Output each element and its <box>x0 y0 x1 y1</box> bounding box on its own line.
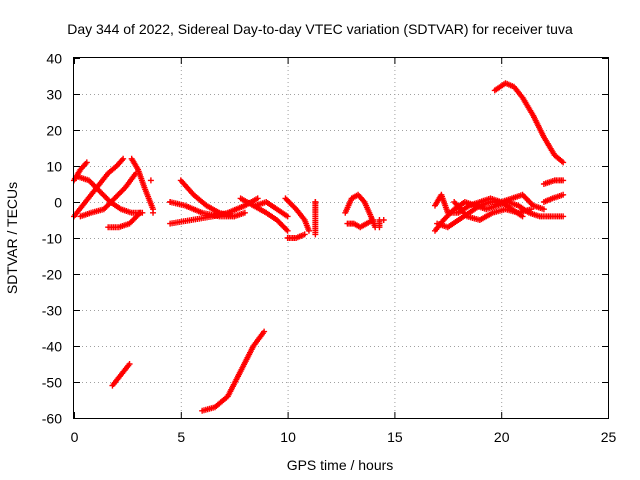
series-track-arc-18 <box>344 217 377 231</box>
data-point <box>150 209 157 216</box>
x-tick-label: 10 <box>280 429 296 445</box>
series-track-arc-11 <box>237 195 291 234</box>
series-track-arc-23 <box>451 199 535 223</box>
data-point <box>560 191 567 198</box>
data-point <box>83 159 90 166</box>
y-tick-label: 20 <box>46 123 62 139</box>
y-tick-label: -30 <box>42 303 62 319</box>
data-point <box>380 217 387 223</box>
data-point <box>305 227 312 234</box>
data-point <box>560 177 567 184</box>
data-point <box>560 159 567 166</box>
data-point <box>167 199 174 205</box>
series-track-arc-5 <box>105 209 144 231</box>
series-track-arc-6 <box>128 155 157 213</box>
x-tick-label: 5 <box>177 429 185 445</box>
data-point <box>301 231 308 238</box>
chart-title: Day 344 of 2022, Sidereal Day-to-day VTE… <box>67 21 573 37</box>
series-track-arc-22 <box>431 191 547 216</box>
series-track-arc-24 <box>540 177 567 187</box>
series-track-arc-13 <box>199 328 268 414</box>
x-tick-label: 0 <box>71 429 79 445</box>
data-point <box>560 213 567 220</box>
y-tick-label: 0 <box>54 195 62 211</box>
data-point <box>528 206 535 213</box>
y-tick-label: -60 <box>42 411 62 427</box>
y-tick-label: 10 <box>46 159 62 175</box>
data-point <box>147 177 154 184</box>
isolated-points <box>147 177 387 223</box>
axis-ticks <box>74 58 609 419</box>
grid <box>74 58 608 418</box>
y-tick-label: 40 <box>46 51 62 67</box>
x-tick-label: 25 <box>601 429 617 445</box>
x-tick-label: 20 <box>494 429 510 445</box>
tick-labels: 0 5 10 15 20 25 40 30 20 10 0 -10 -20 -30 -40 -50 -60 <box>42 51 617 446</box>
series-track-arc-26 <box>491 80 567 166</box>
y-axis-label: SDTVAR / TECUs <box>4 182 20 294</box>
series-track-arc-14 <box>282 195 312 234</box>
series-track-arc-9 <box>177 177 248 220</box>
data-point <box>120 155 127 162</box>
series-track-arc-19 <box>376 217 383 231</box>
data-point <box>540 206 547 213</box>
data-point <box>241 209 248 216</box>
series-track-arc-12 <box>252 199 291 220</box>
series-track-arc-10 <box>167 199 238 220</box>
data-point <box>312 231 319 238</box>
series-track-arc-7 <box>109 361 133 389</box>
plot-frame <box>73 57 609 419</box>
data-point <box>370 217 377 223</box>
series-track-arc-8 <box>167 195 261 227</box>
y-tick-label: -50 <box>42 375 62 391</box>
y-tick-label: -10 <box>42 231 62 247</box>
x-tick-label: 15 <box>387 429 403 445</box>
data-point <box>254 195 261 202</box>
y-tick-label: -20 <box>42 267 62 283</box>
data-point <box>312 199 319 205</box>
series-track-arc-15 <box>284 231 308 241</box>
x-axis-label: GPS time / hours <box>287 457 394 473</box>
data-point <box>284 213 291 220</box>
data-point <box>231 213 238 220</box>
data-point <box>376 224 383 231</box>
series-track-arc-25 <box>540 191 567 205</box>
data-point <box>284 227 291 234</box>
data-point <box>126 361 133 367</box>
series-track-arc-3 <box>75 173 146 216</box>
data-point <box>261 328 268 335</box>
data-points <box>71 80 567 414</box>
data-point <box>137 209 144 216</box>
y-tick-label: -40 <box>42 339 62 355</box>
y-tick-label: 30 <box>46 87 62 103</box>
